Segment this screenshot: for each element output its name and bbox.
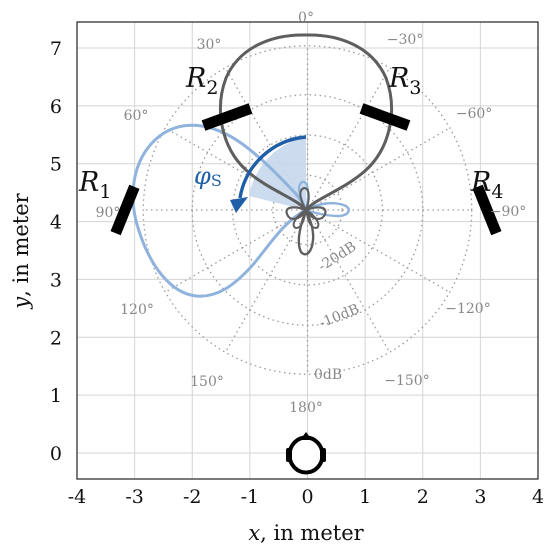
y-tick-label: 6 bbox=[50, 96, 62, 118]
angle-label: 60° bbox=[124, 108, 149, 124]
angle-label: −150° bbox=[384, 373, 429, 389]
angle-label: −60° bbox=[456, 106, 493, 122]
db-label: -20dB bbox=[316, 239, 360, 275]
y-tick-labels: 0 1 2 3 4 5 6 7 bbox=[50, 38, 62, 465]
x-tick-label: 3 bbox=[474, 486, 486, 508]
x-tick-label: 1 bbox=[359, 486, 371, 508]
db-label: 0dB bbox=[314, 367, 342, 383]
angle-label: 30° bbox=[197, 37, 222, 53]
y-axis-label: y, in meter bbox=[9, 192, 33, 309]
y-tick-label: 0 bbox=[50, 443, 62, 465]
x-axis-label: x, in meter bbox=[248, 521, 364, 545]
x-tick-labels: -4 -3 -2 -1 0 1 2 3 4 bbox=[68, 486, 544, 508]
front-pattern-sidelobe bbox=[299, 186, 310, 213]
source-angle-arrow bbox=[238, 135, 307, 199]
angle-label: 90° bbox=[96, 205, 121, 221]
receiver-r4-bar bbox=[472, 184, 502, 236]
angle-label: 180° bbox=[289, 400, 323, 416]
x-tick-label: -2 bbox=[183, 486, 202, 508]
receiver-r1-bar bbox=[110, 184, 140, 236]
angle-label: −120° bbox=[445, 301, 490, 317]
polar-spoke bbox=[307, 127, 451, 211]
receiver-label-r4: R4 bbox=[470, 167, 503, 203]
rotated-pattern-sidelobe bbox=[303, 202, 350, 218]
polar-angle-labels: 0° 30° −30° 60° −60° 90° −90° 120° −120°… bbox=[96, 10, 527, 416]
angle-label: −30° bbox=[387, 32, 424, 48]
y-tick-label: 1 bbox=[50, 385, 62, 407]
y-tick-label: 4 bbox=[50, 212, 62, 234]
x-tick-label: -1 bbox=[241, 486, 260, 508]
receiver-label-r3: R3 bbox=[388, 63, 421, 99]
angle-label: 150° bbox=[190, 374, 224, 390]
receiver-label-r2: R2 bbox=[185, 63, 218, 99]
source-angle-label: φS bbox=[194, 162, 222, 190]
db-label: -10dB bbox=[317, 301, 362, 331]
front-directivity-pattern bbox=[219, 33, 393, 213]
x-tick-label: 0 bbox=[301, 486, 313, 508]
x-tick-label: -4 bbox=[68, 486, 87, 508]
front-pattern-sidelobe bbox=[304, 207, 320, 230]
front-pattern-sidelobe bbox=[285, 206, 308, 220]
x-tick-label: -3 bbox=[125, 486, 144, 508]
y-tick-label: 2 bbox=[50, 327, 62, 349]
y-tick-label: 7 bbox=[50, 38, 62, 60]
head-icon bbox=[286, 432, 326, 475]
receiver-markers bbox=[110, 103, 502, 236]
angle-label: 0° bbox=[298, 10, 314, 26]
angle-label: 120° bbox=[120, 302, 154, 318]
angle-label: −90° bbox=[490, 204, 527, 220]
cartesian-grid bbox=[76, 22, 539, 479]
front-pattern-sidelobe bbox=[304, 206, 327, 220]
polar-ring bbox=[142, 45, 473, 375]
receiver-labels: R1 R2 R3 R4 bbox=[78, 63, 503, 203]
polar-ring bbox=[231, 134, 384, 286]
y-tick-label: 5 bbox=[50, 154, 62, 176]
polar-spoke bbox=[306, 209, 391, 353]
front-pattern-sidelobe bbox=[292, 207, 308, 230]
polar-grid bbox=[142, 45, 473, 375]
db-labels: -20dB -10dB 0dB bbox=[314, 239, 362, 383]
receiver-r3-bar bbox=[359, 103, 411, 131]
y-tick-label: 3 bbox=[50, 269, 62, 291]
plot-frame bbox=[76, 21, 539, 480]
receiver-r2-bar bbox=[201, 103, 253, 131]
x-tick-label: 2 bbox=[417, 486, 429, 508]
receiver-label-r1: R1 bbox=[78, 167, 111, 203]
polar-spoke bbox=[306, 67, 391, 211]
x-tick-label: 4 bbox=[532, 486, 544, 508]
polar-ring bbox=[272, 174, 343, 246]
source-angle-arrowhead bbox=[230, 197, 248, 213]
